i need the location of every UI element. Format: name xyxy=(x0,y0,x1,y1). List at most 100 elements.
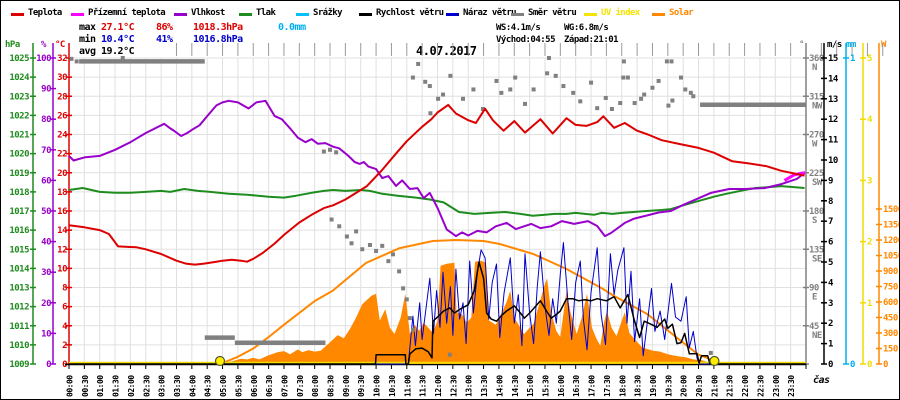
svg-text:1022: 1022 xyxy=(9,111,29,121)
legend-label: Solar xyxy=(669,8,694,18)
svg-text:13:30: 13:30 xyxy=(480,375,489,397)
stat-precip-total: 0.0mm xyxy=(278,22,306,33)
svg-text:6: 6 xyxy=(828,238,833,248)
svg-text:15:00: 15:00 xyxy=(526,375,535,397)
svg-text:W: W xyxy=(812,140,818,150)
svg-text:70: 70 xyxy=(41,146,51,156)
svg-text:0: 0 xyxy=(828,360,833,370)
svg-text:NW: NW xyxy=(812,101,823,111)
svg-text:E: E xyxy=(812,293,817,303)
svg-text:02:00: 02:00 xyxy=(127,375,136,397)
svg-text:17:30: 17:30 xyxy=(603,375,612,397)
svg-text:40: 40 xyxy=(41,238,51,248)
svg-text:1013: 1013 xyxy=(9,284,29,294)
stat-min-humidity: 41% xyxy=(156,34,173,45)
svg-text:08:30: 08:30 xyxy=(327,375,336,397)
svg-text:0: 0 xyxy=(46,360,51,370)
svg-text:1014: 1014 xyxy=(9,264,30,274)
legend-label: Rychlost větru xyxy=(376,8,444,18)
svg-text:16:30: 16:30 xyxy=(572,375,581,397)
svg-text:0: 0 xyxy=(850,360,855,370)
legend-label: Tlak xyxy=(256,8,276,18)
legend-label: Náraz větru xyxy=(463,8,517,18)
svg-text:1017: 1017 xyxy=(9,207,29,217)
stat-max-humidity: 86% xyxy=(156,22,173,33)
svg-text:7: 7 xyxy=(828,217,833,227)
svg-text:10:00: 10:00 xyxy=(373,375,382,397)
svg-text:12:30: 12:30 xyxy=(449,375,458,397)
stat-max-temp: 27.1°C xyxy=(101,22,135,33)
svg-text:18:00: 18:00 xyxy=(618,375,627,397)
svg-text:22:00: 22:00 xyxy=(741,375,750,397)
svg-text:19:30: 19:30 xyxy=(664,375,673,397)
svg-text:90: 90 xyxy=(809,284,819,294)
svg-text:26: 26 xyxy=(57,111,67,121)
svg-text:4: 4 xyxy=(62,322,68,332)
svg-text:17:00: 17:00 xyxy=(588,375,597,397)
axis-caption-percent: % xyxy=(41,40,46,50)
svg-text:750: 750 xyxy=(883,283,898,293)
svg-text:1020: 1020 xyxy=(9,150,29,160)
legend-label: UV index xyxy=(601,8,640,18)
svg-text:30: 30 xyxy=(41,268,51,278)
legend-swatch xyxy=(511,13,524,16)
svg-text:19:00: 19:00 xyxy=(649,375,658,397)
stat-wind-gust-max: WG:6.8m/s xyxy=(564,23,609,33)
svg-text:01:30: 01:30 xyxy=(112,375,121,397)
svg-text:1: 1 xyxy=(867,299,872,309)
svg-text:06:00: 06:00 xyxy=(250,375,259,397)
svg-text:8: 8 xyxy=(62,284,67,294)
svg-text:11: 11 xyxy=(828,136,838,146)
legend-label: Srážky xyxy=(313,8,343,18)
svg-text:03:30: 03:30 xyxy=(173,375,182,397)
svg-text:10: 10 xyxy=(828,156,838,166)
svg-text:01:00: 01:00 xyxy=(96,375,105,397)
svg-text:300: 300 xyxy=(883,329,898,339)
svg-text:11:00: 11:00 xyxy=(403,375,412,397)
svg-text:02:30: 02:30 xyxy=(142,375,151,397)
svg-text:07:00: 07:00 xyxy=(280,375,289,397)
svg-text:30: 30 xyxy=(57,73,67,83)
svg-text:1023: 1023 xyxy=(9,92,29,102)
svg-text:270: 270 xyxy=(809,131,824,141)
svg-text:00:30: 00:30 xyxy=(81,375,90,397)
svg-text:15:30: 15:30 xyxy=(541,375,550,397)
svg-text:18: 18 xyxy=(57,188,67,198)
svg-text:22:30: 22:30 xyxy=(756,375,765,397)
svg-text:4: 4 xyxy=(828,278,834,288)
svg-text:9: 9 xyxy=(828,176,833,186)
legend-swatch xyxy=(239,13,252,16)
svg-text:1200: 1200 xyxy=(883,236,900,246)
svg-text:04:30: 04:30 xyxy=(204,375,213,397)
svg-text:NE: NE xyxy=(812,331,822,341)
svg-text:5: 5 xyxy=(828,258,833,268)
svg-text:225: 225 xyxy=(809,169,824,179)
svg-text:14:00: 14:00 xyxy=(495,375,504,397)
svg-text:1024: 1024 xyxy=(9,73,30,83)
svg-text:SW: SW xyxy=(812,178,823,188)
svg-text:22: 22 xyxy=(57,150,67,160)
stat-max-label: max xyxy=(79,22,96,33)
stat-min-temp: 10.4°C xyxy=(101,34,135,45)
svg-text:18:30: 18:30 xyxy=(634,375,643,397)
svg-text:900: 900 xyxy=(883,267,898,277)
axis-caption-watt: W xyxy=(881,40,886,50)
svg-text:05:00: 05:00 xyxy=(219,375,228,397)
svg-text:23:00: 23:00 xyxy=(772,375,781,397)
svg-text:12: 12 xyxy=(828,115,838,125)
svg-text:28: 28 xyxy=(57,92,67,102)
svg-text:21:30: 21:30 xyxy=(726,375,735,397)
svg-text:3: 3 xyxy=(828,299,833,309)
svg-text:135: 135 xyxy=(809,245,824,255)
svg-text:12:00: 12:00 xyxy=(434,375,443,397)
svg-text:450: 450 xyxy=(883,314,898,324)
svg-text:5: 5 xyxy=(867,54,872,64)
svg-text:07:30: 07:30 xyxy=(296,375,305,397)
stat-sunset-time: Západ:21:01 xyxy=(564,35,619,45)
legend-swatch xyxy=(652,13,665,16)
svg-text:SE: SE xyxy=(812,254,822,264)
legend-swatch xyxy=(446,13,459,16)
svg-text:6: 6 xyxy=(62,303,67,313)
